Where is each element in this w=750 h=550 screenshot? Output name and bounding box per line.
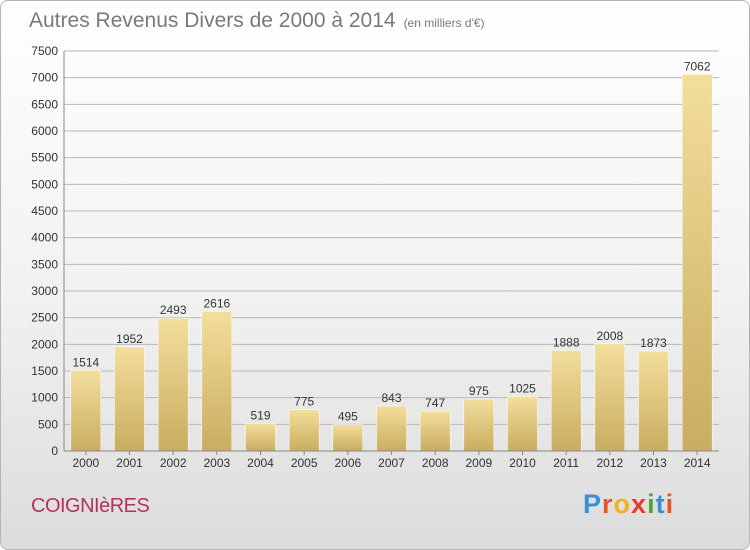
x-tick-label: 2012 <box>596 456 623 470</box>
logo-letter: P <box>583 489 603 519</box>
value-label: 2616 <box>203 296 230 310</box>
logo-letter: i <box>665 489 675 519</box>
logo-letter: i <box>647 489 656 519</box>
chart-title-block: Autres Revenus Divers de 2000 à 2014 (en … <box>29 9 485 33</box>
y-tick-label: 6500 <box>31 97 58 111</box>
bar-2006 <box>332 424 364 452</box>
value-labels: 1514 1952 2493 2616 519 775 495 843 747 975 1025 18… <box>72 59 710 423</box>
chart-subtitle: (en milliers d'€) <box>403 16 485 30</box>
bar-2005 <box>288 409 320 452</box>
y-tick-label: 3500 <box>31 257 58 271</box>
bar-2014 <box>681 74 713 452</box>
value-label: 2493 <box>160 303 187 317</box>
bar-2013 <box>638 350 669 452</box>
value-label: 1952 <box>116 332 143 346</box>
y-tick-label: 500 <box>38 417 58 431</box>
x-tick-label: 2009 <box>465 456 492 470</box>
y-tick-label: 7000 <box>31 71 58 85</box>
commune-name: COIGNIèRES <box>31 495 150 517</box>
x-tick-label: 2014 <box>684 456 711 470</box>
bar-2010 <box>507 396 538 452</box>
value-label: 843 <box>381 391 401 405</box>
bar-2008 <box>419 410 451 452</box>
value-label: 1888 <box>553 335 580 349</box>
value-label: 495 <box>338 410 358 424</box>
value-label: 975 <box>469 384 489 398</box>
value-label: 775 <box>294 395 314 409</box>
logo-letter: t <box>655 489 666 519</box>
x-tick-label: 2008 <box>422 456 449 470</box>
axes: 0 500 1000 1500 2000 2500 3000 3500 4000 4500 5000… <box>31 44 719 470</box>
chart-title: Autres Revenus Divers de 2000 à 2014 <box>29 9 396 32</box>
bar-2002 <box>157 317 189 452</box>
bar-2007 <box>376 405 407 452</box>
bar-2009 <box>463 398 495 452</box>
value-label: 519 <box>250 408 270 422</box>
value-label: 2008 <box>596 329 623 343</box>
x-tick-label: 2001 <box>116 456 143 470</box>
y-tick-label: 1000 <box>31 391 58 405</box>
y-tick-label: 4000 <box>31 231 58 245</box>
x-tick-label: 2006 <box>334 456 361 470</box>
x-tick-label: 2011 <box>553 456 579 470</box>
y-tick-label: 6000 <box>31 124 58 138</box>
logo-letter: r <box>602 489 614 519</box>
value-label: 1873 <box>640 336 667 350</box>
bar-2003 <box>201 311 233 452</box>
y-tick-label: 5500 <box>31 151 58 165</box>
value-label: 747 <box>425 396 445 410</box>
proxiti-logo[interactable]: Proxiti <box>583 489 674 520</box>
bar-2012 <box>594 343 626 452</box>
y-tick-label: 4500 <box>31 204 58 218</box>
value-label: 1025 <box>509 381 536 395</box>
x-tick-label: 2007 <box>378 456 405 470</box>
x-tick-label: 2005 <box>291 456 318 470</box>
x-tick-label: 2013 <box>640 456 667 470</box>
y-tick-label: 7500 <box>31 44 58 58</box>
y-tick-label: 2000 <box>31 337 58 351</box>
logo-letter: x <box>631 489 648 519</box>
x-tick-label: 2000 <box>72 456 99 470</box>
y-tick-label: 1500 <box>31 364 58 378</box>
x-tick-label: 2010 <box>509 456 536 470</box>
y-tick-label: 0 <box>51 444 58 458</box>
bar-2001 <box>114 346 145 452</box>
x-tick-label: 2004 <box>247 456 274 470</box>
value-label: 1514 <box>72 355 99 369</box>
x-tick-label: 2002 <box>160 456 187 470</box>
bars <box>70 74 713 452</box>
y-tick-label: 5000 <box>31 177 58 191</box>
y-tick-label: 3000 <box>31 284 58 298</box>
value-label: 7062 <box>684 59 711 73</box>
bar-2000 <box>70 370 102 452</box>
bar-2004 <box>245 423 276 452</box>
y-tick-label: 2500 <box>31 311 58 325</box>
bar-2011 <box>550 350 582 452</box>
x-tick-label: 2003 <box>203 456 230 470</box>
logo-letter: o <box>613 489 632 519</box>
